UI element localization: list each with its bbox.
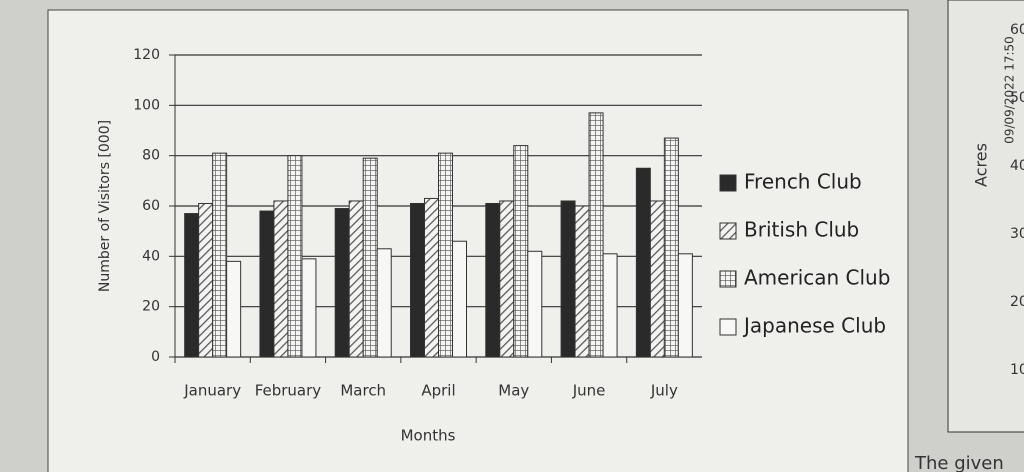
bar: [438, 152, 453, 358]
legend-label: French Club: [744, 170, 862, 194]
legend-swatch: [719, 270, 737, 288]
bar: [560, 200, 576, 358]
bar: [362, 157, 378, 358]
y-tick-label: 80: [142, 148, 160, 164]
bar: [198, 202, 214, 358]
y-axis-label: Number of Visitors [000]: [97, 120, 113, 292]
y-tick-label: 40: [142, 248, 160, 264]
bar: [574, 205, 590, 358]
bar: [452, 240, 467, 358]
side-tick-label: 60: [1010, 22, 1024, 38]
side-tick-label: 20: [1010, 294, 1024, 310]
bar: [635, 167, 651, 358]
x-tick-label: May: [498, 382, 529, 400]
legend-swatch: [719, 318, 737, 336]
bar: [184, 213, 200, 358]
bar: [499, 200, 515, 358]
bar: [259, 210, 275, 358]
timestamp: 09/09/2022 17:50: [1003, 36, 1017, 144]
bar: [527, 250, 543, 358]
side-tick-label: 40: [1010, 158, 1024, 174]
bar: [602, 253, 618, 358]
bar: [485, 202, 501, 358]
side-panel: [947, 0, 1024, 433]
y-tick-label: 0: [151, 349, 160, 365]
bar: [348, 200, 364, 358]
x-tick-label: February: [255, 382, 322, 400]
side-label: Acres: [972, 143, 991, 187]
bar: [588, 112, 604, 358]
bar: [649, 200, 665, 358]
y-tick-label: 60: [142, 198, 160, 214]
x-tick-label: March: [340, 382, 386, 400]
bar: [424, 197, 439, 358]
y-tick-label: 20: [142, 299, 160, 315]
legend-label: American Club: [744, 266, 890, 290]
x-axis-label: Months: [401, 427, 456, 445]
legend-label: British Club: [744, 218, 859, 242]
x-tick-label: January: [183, 382, 241, 400]
side-tick-label: 50: [1010, 90, 1024, 106]
bar: [410, 202, 425, 358]
bar: [376, 248, 392, 358]
footer-text: The given: [914, 453, 1004, 472]
y-tick-label: 120: [133, 47, 160, 63]
bar: [677, 253, 693, 358]
side-tick-label: 30: [1010, 226, 1024, 242]
legend-swatch: [719, 174, 737, 192]
bar: [226, 260, 242, 358]
side-tick-label: 10: [1010, 362, 1024, 378]
bar: [273, 200, 289, 358]
x-tick-label: June: [572, 382, 606, 400]
legend-swatch: [719, 222, 737, 240]
bar: [513, 145, 529, 358]
legend-label: Japanese Club: [742, 314, 886, 338]
bar: [663, 137, 679, 358]
x-tick-label: July: [650, 382, 678, 400]
bar: [334, 208, 350, 358]
y-tick-label: 100: [133, 97, 160, 113]
bar: [301, 258, 317, 358]
bar: [287, 155, 303, 358]
x-tick-label: April: [421, 382, 455, 400]
bar: [212, 152, 228, 358]
